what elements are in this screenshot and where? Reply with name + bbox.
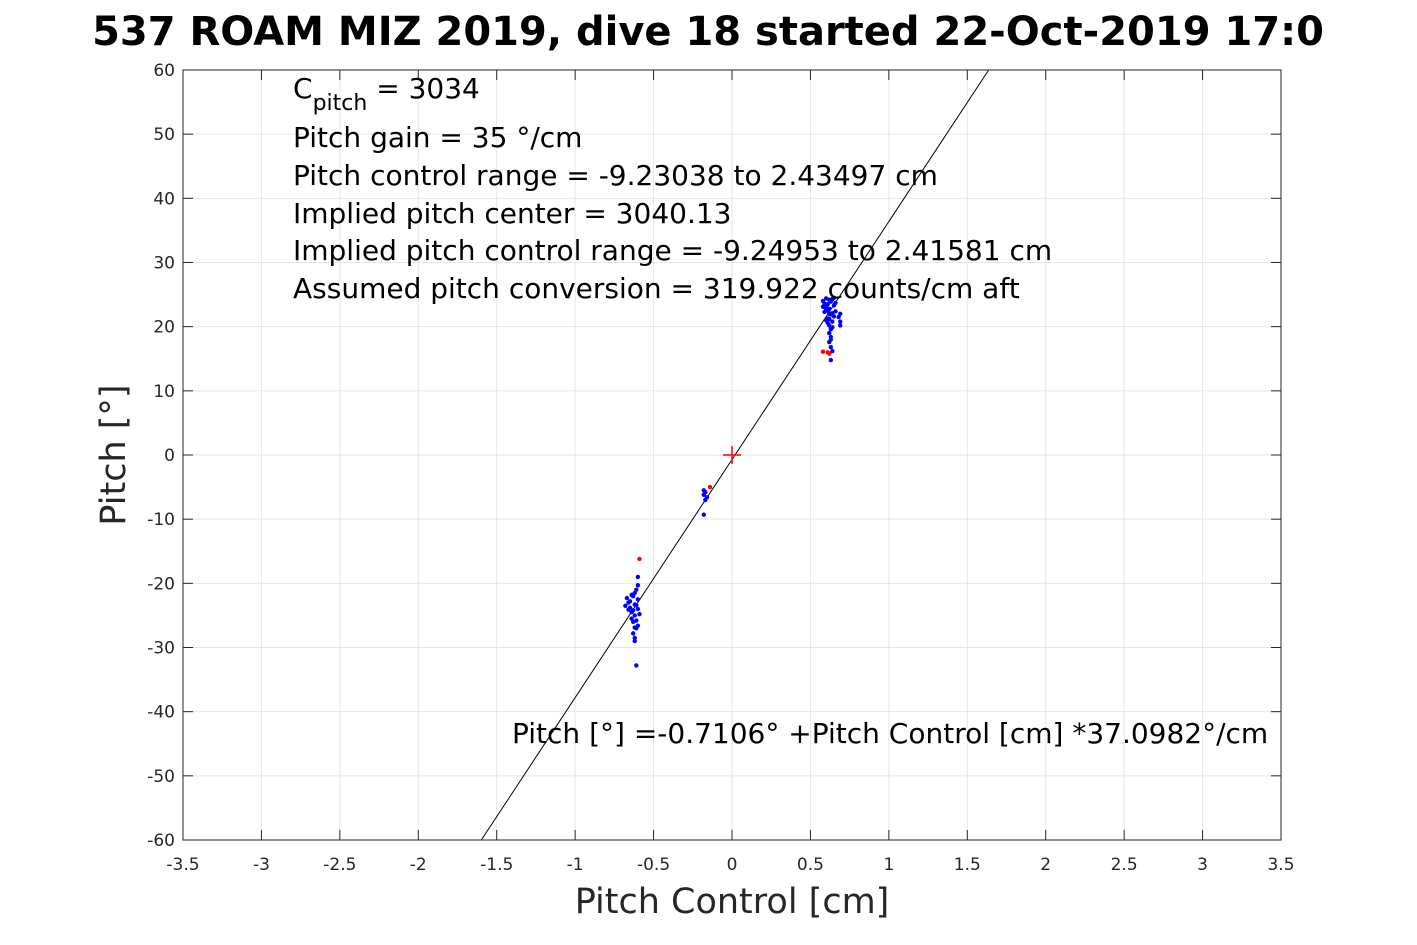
data-point-blue — [632, 635, 637, 641]
data-point-blue — [703, 490, 708, 495]
x-tick-label: 0 — [727, 855, 738, 875]
data-point-blue — [838, 323, 843, 328]
x-tick-label: 1.5 — [954, 855, 981, 875]
data-point-blue — [830, 319, 835, 324]
x-tick-label: -1 — [567, 855, 584, 875]
data-point-red — [827, 351, 832, 356]
plot-frame — [182, 69, 1282, 841]
implied-pitch-control-range-annotation: Implied pitch control range = -9.24953 t… — [293, 234, 1052, 267]
y-tick-label: -60 — [147, 831, 175, 851]
c-pitch-main: C — [293, 72, 313, 105]
data-point-blue — [830, 325, 835, 330]
x-tick-label: -2 — [410, 855, 427, 875]
data-point-blue — [831, 295, 837, 300]
data-point-blue — [624, 595, 630, 601]
x-tick-label: -1.5 — [480, 855, 513, 875]
x-tick-label: 3.5 — [1267, 855, 1294, 875]
data-point-blue — [630, 631, 636, 636]
data-point-blue — [637, 611, 642, 617]
y-axis-label: Pitch [°] — [94, 384, 134, 525]
x-tick-labels: -3.5 -3 -2.5 -2 -1.5 -1 -0.5 0 0.5 1 1.5 2 2.5 3 3.5 — [166, 855, 1294, 875]
data-point-blue — [827, 316, 832, 322]
x-tick-label: 2.5 — [1111, 855, 1138, 875]
y-tick-label: 50 — [153, 125, 175, 145]
data-point-blue — [635, 574, 641, 580]
data-point-blue — [823, 296, 829, 301]
data-point-blue — [833, 309, 838, 314]
data-point-blue — [830, 348, 835, 354]
data-point-blue — [825, 302, 830, 307]
y-tick-label: 0 — [164, 446, 175, 466]
center-marker-layer — [723, 446, 741, 464]
y-tick-label: -20 — [147, 574, 175, 594]
x-tick-label: -2.5 — [323, 855, 356, 875]
x-tick-label: -0.5 — [637, 855, 670, 875]
y-tick-labels: 60 50 40 30 20 10 0 -10 -20 -30 -40 -50 -60 — [147, 61, 175, 851]
data-point-blue — [833, 300, 838, 306]
data-point-blue — [635, 583, 641, 588]
data-point-blue — [828, 345, 834, 350]
x-tick-label: 1 — [883, 855, 894, 875]
y-tick-label: 60 — [153, 61, 175, 81]
x-tick-label: 2 — [1040, 855, 1051, 875]
y-tick-label: -10 — [147, 510, 175, 530]
y-tick-label: 20 — [153, 318, 175, 338]
data-point-blue — [828, 337, 834, 342]
y-tick-label: -50 — [147, 767, 175, 787]
points-layer — [623, 295, 843, 668]
fit-equation-annotation: Pitch [°] =-0.7106° +Pitch Control [cm] … — [512, 717, 1268, 750]
y-tick-label: -40 — [147, 703, 175, 723]
data-point-blue — [632, 602, 637, 607]
data-point-blue — [823, 307, 829, 312]
data-point-blue — [827, 330, 832, 336]
data-point-red — [637, 556, 642, 562]
x-axis-label: Pitch Control [cm] — [575, 882, 890, 922]
data-point-blue — [635, 606, 641, 612]
x-tick-label: 3 — [1197, 855, 1208, 875]
data-point-blue — [632, 625, 637, 630]
x-tick-label: -3 — [253, 855, 270, 875]
pitch-control-range-annotation: Pitch control range = -9.23038 to 2.4349… — [293, 159, 938, 192]
data-point-blue — [629, 616, 634, 621]
data-point-blue — [629, 592, 634, 598]
data-point-red — [707, 484, 713, 490]
data-point-blue — [704, 495, 710, 500]
data-point-blue — [828, 357, 834, 363]
c-pitch-subscript: pitch — [313, 91, 368, 116]
data-point-blue — [838, 319, 843, 324]
data-point-blue — [623, 603, 628, 608]
assumed-pitch-conversion-annotation: Assumed pitch conversion = 319.922 count… — [293, 272, 1020, 305]
data-point-blue — [630, 608, 636, 613]
y-tick-label: 10 — [153, 382, 175, 402]
data-point-blue — [634, 618, 639, 623]
c-pitch-value: = 3034 — [367, 72, 480, 105]
y-tick-label: 30 — [153, 254, 175, 274]
pitch-gain-annotation: Pitch gain = 35 °/cm — [293, 121, 582, 154]
chart-title: 537 ROAM MIZ 2019, dive 18 started 22-Oc… — [92, 9, 1324, 55]
data-point-blue — [634, 587, 639, 592]
data-point-blue — [820, 304, 826, 309]
implied-pitch-center-annotation: Implied pitch center = 3040.13 — [293, 197, 731, 230]
data-point-blue — [836, 314, 841, 320]
data-point-blue — [634, 663, 639, 668]
data-point-red — [820, 349, 826, 354]
data-point-blue — [632, 638, 637, 644]
data-point-blue — [627, 599, 633, 604]
x-tick-label: -3.5 — [166, 855, 199, 875]
data-point-blue — [626, 607, 631, 612]
x-tick-label: 0.5 — [797, 855, 824, 875]
data-point-blue — [827, 311, 832, 317]
c-pitch-annotation: Cpitch = 3034 — [293, 72, 480, 116]
y-tick-label: -30 — [147, 639, 175, 659]
data-point-blue — [701, 512, 706, 517]
data-point-blue — [632, 613, 637, 618]
y-tick-label: 40 — [153, 189, 175, 209]
data-point-blue — [635, 597, 641, 602]
